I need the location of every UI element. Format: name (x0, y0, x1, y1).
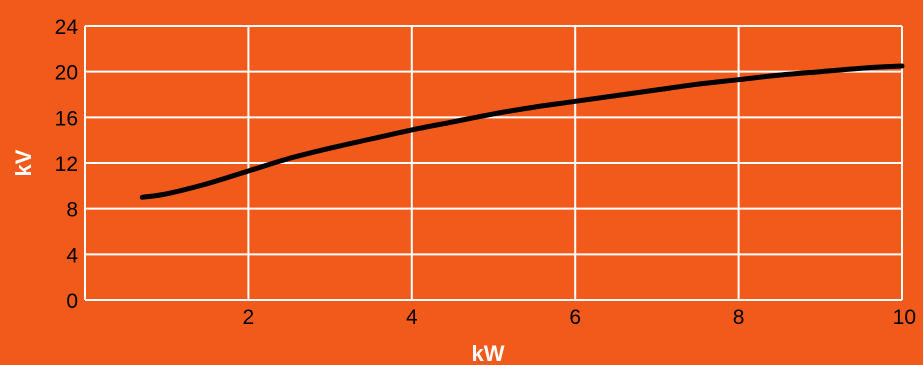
x-tick-label: 10 (893, 306, 916, 329)
x-tick-labels: 2 4 6 8 10 (243, 306, 916, 329)
y-axis-title: kV (11, 149, 36, 176)
x-tick-label: 6 (569, 306, 581, 329)
series-group (139, 63, 905, 200)
x-axis-title: kW (472, 341, 505, 365)
y-tick-label: 20 (55, 62, 78, 85)
x-tick-label: 8 (733, 306, 745, 329)
y-tick-label: 24 (55, 16, 79, 39)
y-tick-label: 8 (66, 199, 78, 222)
x-tick-label: 2 (243, 306, 255, 329)
grid (84, 25, 903, 301)
y-tick-label: 0 (66, 290, 78, 313)
y-tick-labels: 0 4 8 12 16 20 24 (55, 16, 79, 313)
y-tick-label: 12 (55, 153, 78, 176)
y-tick-label: 16 (55, 107, 78, 130)
x-tick-label: 4 (406, 306, 418, 329)
y-tick-label: 4 (66, 244, 78, 267)
series-line (139, 63, 905, 200)
